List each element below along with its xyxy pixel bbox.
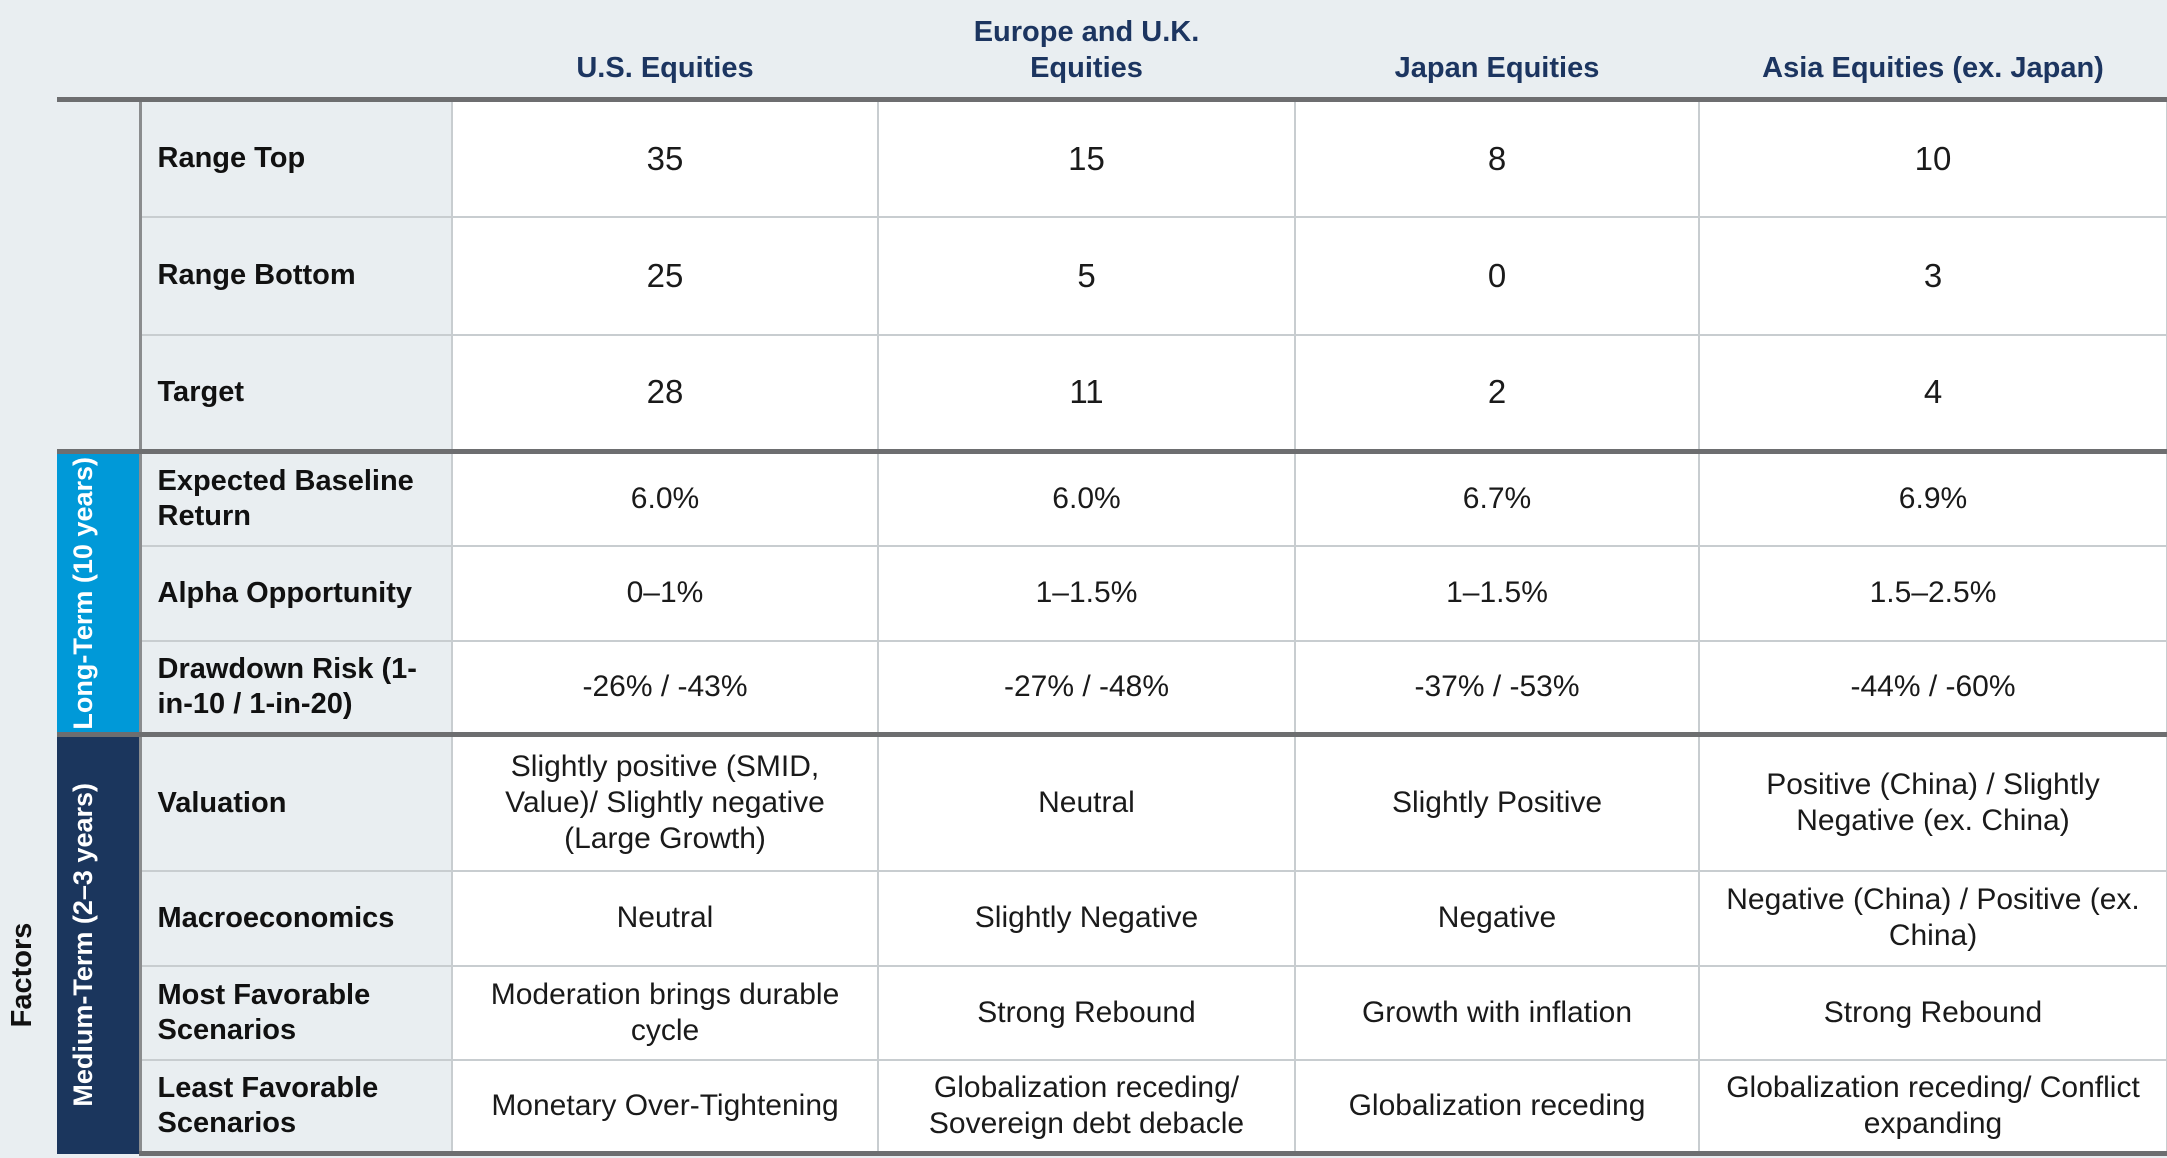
table-cell: 28 (451, 333, 879, 453)
table-cell: Slightly Positive (1294, 732, 1700, 872)
table-cell: 2 (1294, 333, 1700, 453)
table-row: Target 28 11 2 4 (57, 333, 2167, 453)
band-label: Medium-Term (2–3 years) (67, 783, 98, 1108)
row-label: Macroeconomics (138, 869, 453, 967)
table-row: Range Top 35 15 8 10 (57, 97, 2167, 218)
column-header-japan-equities: Japan Equities (1394, 52, 1600, 84)
blank-cell (57, 335, 140, 452)
table-cell: 11 (877, 333, 1296, 453)
table-row: Most Favorable Scenarios Moderation bring… (57, 964, 2167, 1061)
table-row: Medium-Term (2–3 years) Valuation Slightly… (57, 732, 2167, 1154)
table-cell: Neutral (451, 869, 879, 967)
table-cell: Strong Rebound (1698, 964, 2167, 1061)
table-cell: Globalization receding (1294, 1058, 1700, 1156)
table-cell: Monetary Over-Tightening (451, 1058, 879, 1156)
table-cell: 0–1% (451, 544, 879, 642)
table-cell: Globalization receding/ Sovereign debt d… (877, 1058, 1296, 1156)
table-row: Range Bottom 25 5 0 3 (57, 215, 2167, 336)
row-label: Valuation (138, 732, 453, 872)
table-cell: Neutral (877, 732, 1296, 872)
equities-factor-table: Range Top 35 15 8 10 Range Bottom 25 5 0 3 Target 2… (57, 97, 2167, 1156)
band-label: Long-Term (10 years) (67, 456, 98, 730)
table-cell: 1–1.5% (877, 544, 1296, 642)
row-label: Target (138, 333, 453, 453)
long-term-band: Long-Term (10 years) (57, 449, 140, 735)
table-cell: Positive (China) / Slightly Negative (ex… (1698, 732, 2167, 872)
table-cell: 0 (1294, 215, 1700, 336)
row-label: Expected Baseline Return (138, 449, 453, 547)
table-cell: 25 (451, 215, 879, 336)
table-cell: Strong Rebound (877, 964, 1296, 1061)
table-cell: 10 (1698, 97, 2167, 218)
table-cell: 15 (877, 97, 1296, 218)
table-cell: 8 (1294, 97, 1700, 218)
table-row: Least Favorable Scenarios Monetary Over-T… (57, 1058, 2167, 1156)
row-label: Least Favorable Scenarios (138, 1058, 453, 1156)
table-cell: Slightly Negative (877, 869, 1296, 967)
row-label: Alpha Opportunity (138, 544, 453, 642)
blank-cell (57, 97, 140, 217)
row-label: Range Bottom (138, 215, 453, 336)
table-cell: 3 (1698, 215, 2167, 336)
table-cell: -37% / -53% (1294, 639, 1700, 736)
table-row: Long-Term (10 years) Expected Baseline Re… (57, 449, 2167, 735)
table-cell: 1–1.5% (1294, 544, 1700, 642)
table-row: Macroeconomics Neutral Slightly Negative Ne… (57, 869, 2167, 967)
table-cell: Negative (China) / Positive (ex. China) (1698, 869, 2167, 967)
table-cell: 1.5–2.5% (1698, 544, 2167, 642)
row-label: Range Top (138, 97, 453, 218)
table-cell: -44% / -60% (1698, 639, 2167, 736)
table-row: Drawdown Risk (1-in-10 / 1-in-20) -26% / … (57, 639, 2167, 736)
row-label: Most Favorable Scenarios (138, 964, 453, 1061)
table-cell: Globalization receding/ Conflict expandi… (1698, 1058, 2167, 1156)
table-cell: 6.9% (1698, 449, 2167, 547)
table-cell: Moderation brings durable cycle (451, 964, 879, 1061)
table-cell: 4 (1698, 333, 2167, 453)
table-cell: -27% / -48% (877, 639, 1296, 736)
table-cell: Negative (1294, 869, 1700, 967)
table-cell: Growth with inflation (1294, 964, 1700, 1061)
blank-cell (57, 217, 140, 335)
table-cell: 35 (451, 97, 879, 218)
table-cell: Slightly positive (SMID, Value)/ Slightl… (451, 732, 879, 872)
row-label: Drawdown Risk (1-in-10 / 1-in-20) (138, 639, 453, 736)
factors-axis-label: Factors (6, 922, 38, 1028)
table-cell: 6.0% (451, 449, 879, 547)
table-cell: -26% / -43% (451, 639, 879, 736)
table-cell: 5 (877, 215, 1296, 336)
table-cell: 6.7% (1294, 449, 1700, 547)
column-header-europe-uk-equities: Europe and U.K. Equities (973, 16, 1200, 84)
table-row: Alpha Opportunity 0–1% 1–1.5% 1–1.5% 1.5–2.5… (57, 544, 2167, 642)
table-cell: 6.0% (877, 449, 1296, 547)
medium-term-band: Medium-Term (2–3 years) (57, 732, 140, 1154)
column-header-asia-equities: Asia Equities (ex. Japan) (1762, 52, 2104, 84)
column-header-us-equities: U.S. Equities (576, 52, 754, 84)
